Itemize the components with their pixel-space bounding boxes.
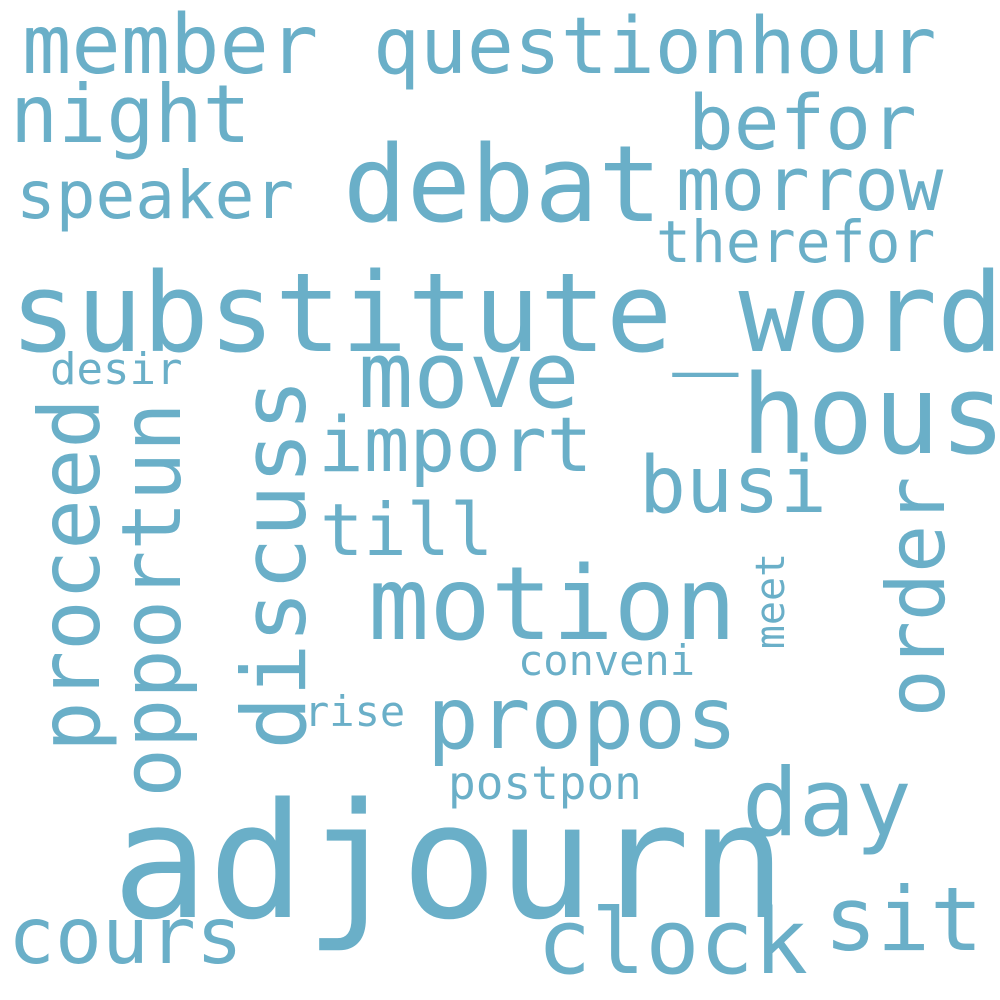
word-morrow: morrow bbox=[676, 142, 944, 228]
word-substitute-word: substitute_word bbox=[10, 249, 1000, 377]
word-debat: debat bbox=[343, 123, 663, 246]
word-rise: rise bbox=[304, 687, 406, 736]
word-clock: clock bbox=[537, 890, 808, 995]
word-motion: motion bbox=[368, 545, 737, 664]
word-hous: hous bbox=[741, 351, 1000, 479]
word-busi: busi bbox=[639, 441, 827, 531]
word-adjourn: adjourn bbox=[112, 768, 787, 955]
word-sit: sit bbox=[824, 868, 983, 971]
word-member: member bbox=[22, 0, 319, 93]
word-order: order bbox=[870, 476, 963, 718]
word-meet: meet bbox=[748, 552, 794, 650]
word-opportun: opportun bbox=[105, 402, 200, 798]
word-questionhour: questionhour bbox=[373, 2, 937, 92]
word-day: day bbox=[742, 749, 912, 858]
word-till: till bbox=[320, 488, 494, 572]
word-propos: propos bbox=[427, 669, 738, 769]
word-speaker: speaker bbox=[16, 157, 295, 234]
word-desir: desir bbox=[50, 344, 183, 395]
word-proceed: proceed bbox=[21, 397, 119, 753]
word-night: night bbox=[10, 68, 251, 161]
word-move: move bbox=[358, 322, 580, 429]
word-cours: cours bbox=[8, 892, 243, 982]
word-befor: befor bbox=[688, 78, 917, 167]
word-postpon: postpon bbox=[448, 756, 642, 810]
word-import: import bbox=[318, 400, 593, 489]
word-conveni: conveni bbox=[518, 636, 696, 685]
word-therefor: therefor bbox=[656, 208, 936, 276]
